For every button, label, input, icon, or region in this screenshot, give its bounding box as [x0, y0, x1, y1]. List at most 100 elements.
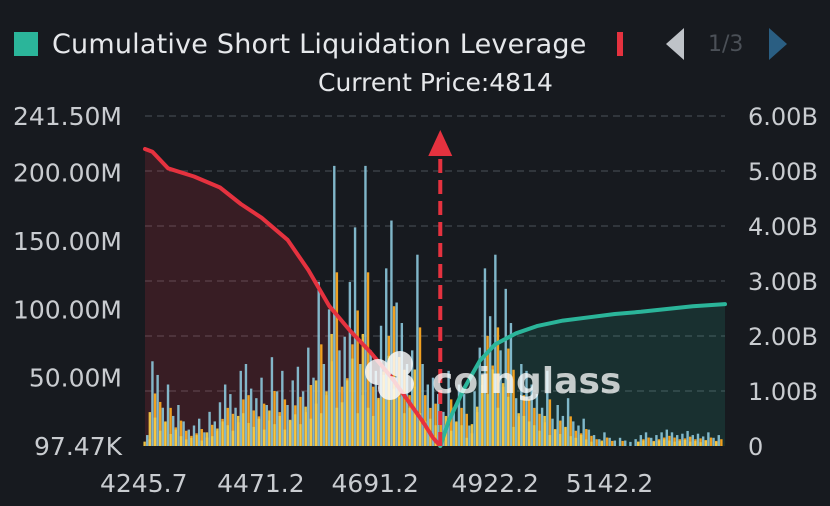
- liquidation-bar: [156, 374, 159, 446]
- liquidation-bar: [582, 418, 585, 446]
- liquidation-bar: [244, 364, 248, 446]
- liquidation-bar: [559, 420, 562, 446]
- liquidation-bar: [566, 398, 570, 446]
- liquidation-bar: [143, 441, 146, 446]
- liquidation-bar: [320, 413, 323, 446]
- liquidation-bar: [714, 441, 718, 446]
- liquidation-bar: [203, 432, 206, 446]
- liquidation-bar: [213, 421, 216, 446]
- liquidation-bar: [325, 391, 328, 446]
- liquidation-bar: [507, 396, 510, 446]
- liquidation-bar: [377, 397, 380, 446]
- liquidation-bar: [403, 369, 406, 446]
- liquidation-bar: [294, 414, 297, 446]
- liquidation-bar: [629, 441, 632, 446]
- liquidation-bar: [434, 403, 437, 446]
- liquidation-bar: [190, 437, 193, 446]
- liquidation-bar: [538, 430, 541, 446]
- liquidation-bar: [416, 254, 419, 446]
- liquidation-bar: [501, 383, 505, 446]
- liquidation-bar: [361, 333, 365, 446]
- liquidation-bar: [585, 429, 588, 446]
- watermark-text: coinglass: [432, 361, 621, 402]
- liquidation-bar: [494, 254, 497, 446]
- liquidation-bar: [670, 432, 674, 446]
- liquidation-bar: [366, 407, 370, 446]
- liquidation-bar: [247, 423, 250, 446]
- liquidation-bar: [496, 407, 500, 446]
- next-page-icon[interactable]: [765, 26, 791, 62]
- liquidation-bar: [182, 421, 185, 446]
- liquidation-bar: [465, 437, 468, 446]
- liquidation-bar: [273, 390, 276, 446]
- liquidation-bar: [543, 415, 546, 446]
- liquidation-bar: [385, 268, 388, 446]
- liquidation-bar: [390, 220, 393, 446]
- liquidation-bar: [439, 413, 442, 446]
- liquidation-bar: [424, 395, 427, 446]
- liquidation-bar: [603, 432, 606, 446]
- prev-page-icon[interactable]: [662, 26, 688, 62]
- liquidation-bar: [398, 396, 401, 446]
- liquidation-bar: [642, 440, 645, 446]
- liquidation-bar: [652, 441, 656, 446]
- legend-label: Cumulative Short Liquidation Leverage: [52, 28, 587, 60]
- liquidation-bar: [231, 413, 235, 446]
- liquidation-bar: [569, 436, 572, 446]
- liquidation-bar: [351, 358, 354, 446]
- liquidation-bars: [143, 165, 723, 446]
- liquidation-bar: [372, 415, 375, 446]
- liquidation-bar: [465, 413, 468, 446]
- liquidation-bar: [525, 370, 528, 446]
- liquidation-bar: [470, 424, 474, 446]
- liquidation-bar: [210, 424, 214, 446]
- liquidation-bar: [712, 437, 715, 446]
- liquidation-bar: [517, 413, 520, 446]
- liquidation-bar: [159, 401, 162, 446]
- liquidation-bar: [392, 306, 396, 446]
- liquidation-bar: [587, 429, 591, 446]
- liquidation-bar: [335, 272, 339, 446]
- liquidation-bar: [691, 435, 694, 446]
- liquidation-bar: [408, 407, 411, 446]
- liquidation-bar: [559, 433, 562, 446]
- liquidation-bar: [309, 418, 313, 446]
- liquidation-bar: [639, 435, 643, 446]
- liquidation-bar: [673, 441, 676, 446]
- liquidation-bar: [192, 425, 196, 446]
- liquidation-bar: [431, 377, 435, 446]
- liquidation-bar: [172, 415, 175, 446]
- liquidation-bar: [707, 432, 710, 446]
- page-indicator: 1/3: [708, 31, 744, 57]
- liquidation-bar: [681, 433, 684, 446]
- liquidation-bar: [530, 384, 533, 446]
- liquidation-bar: [185, 439, 188, 446]
- liquidation-bar: [553, 429, 557, 446]
- liquidation-bar: [442, 411, 445, 446]
- liquidation-bar: [624, 440, 627, 446]
- legend-series-marker[interactable]: [616, 32, 623, 56]
- chart-legend[interactable]: Cumulative Short Liquidation Leverage: [14, 24, 623, 64]
- legend-pager: 1/3: [662, 22, 791, 66]
- liquidation-bar: [330, 333, 333, 446]
- liquidation-bar: [200, 440, 203, 446]
- liquidation-bar: [333, 165, 336, 446]
- liquidation-bar: [621, 440, 624, 446]
- x-tick-label: 5142.2: [566, 469, 653, 498]
- liquidation-bar: [317, 282, 320, 446]
- liquidation-bar: [392, 388, 396, 446]
- liquidation-bar: [696, 433, 700, 446]
- liquidation-bar: [418, 327, 422, 446]
- right-y-axis: 0 1.00B 2.00B 3.00B 4.00B 5.00B 6.00B: [748, 103, 818, 461]
- liquidation-bar: [538, 413, 541, 446]
- y-left-tick-label: 150.00M: [13, 227, 122, 256]
- current-price-arrow: [428, 130, 453, 446]
- liquidation-bar: [309, 385, 313, 446]
- x-tick-label: 4245.7: [100, 469, 187, 498]
- liquidation-bar: [226, 425, 229, 446]
- liquidation-bar: [275, 391, 279, 446]
- liquidation-bar: [356, 310, 359, 446]
- x-tick-label: 4922.2: [451, 469, 538, 498]
- liquidation-bar: [257, 418, 261, 446]
